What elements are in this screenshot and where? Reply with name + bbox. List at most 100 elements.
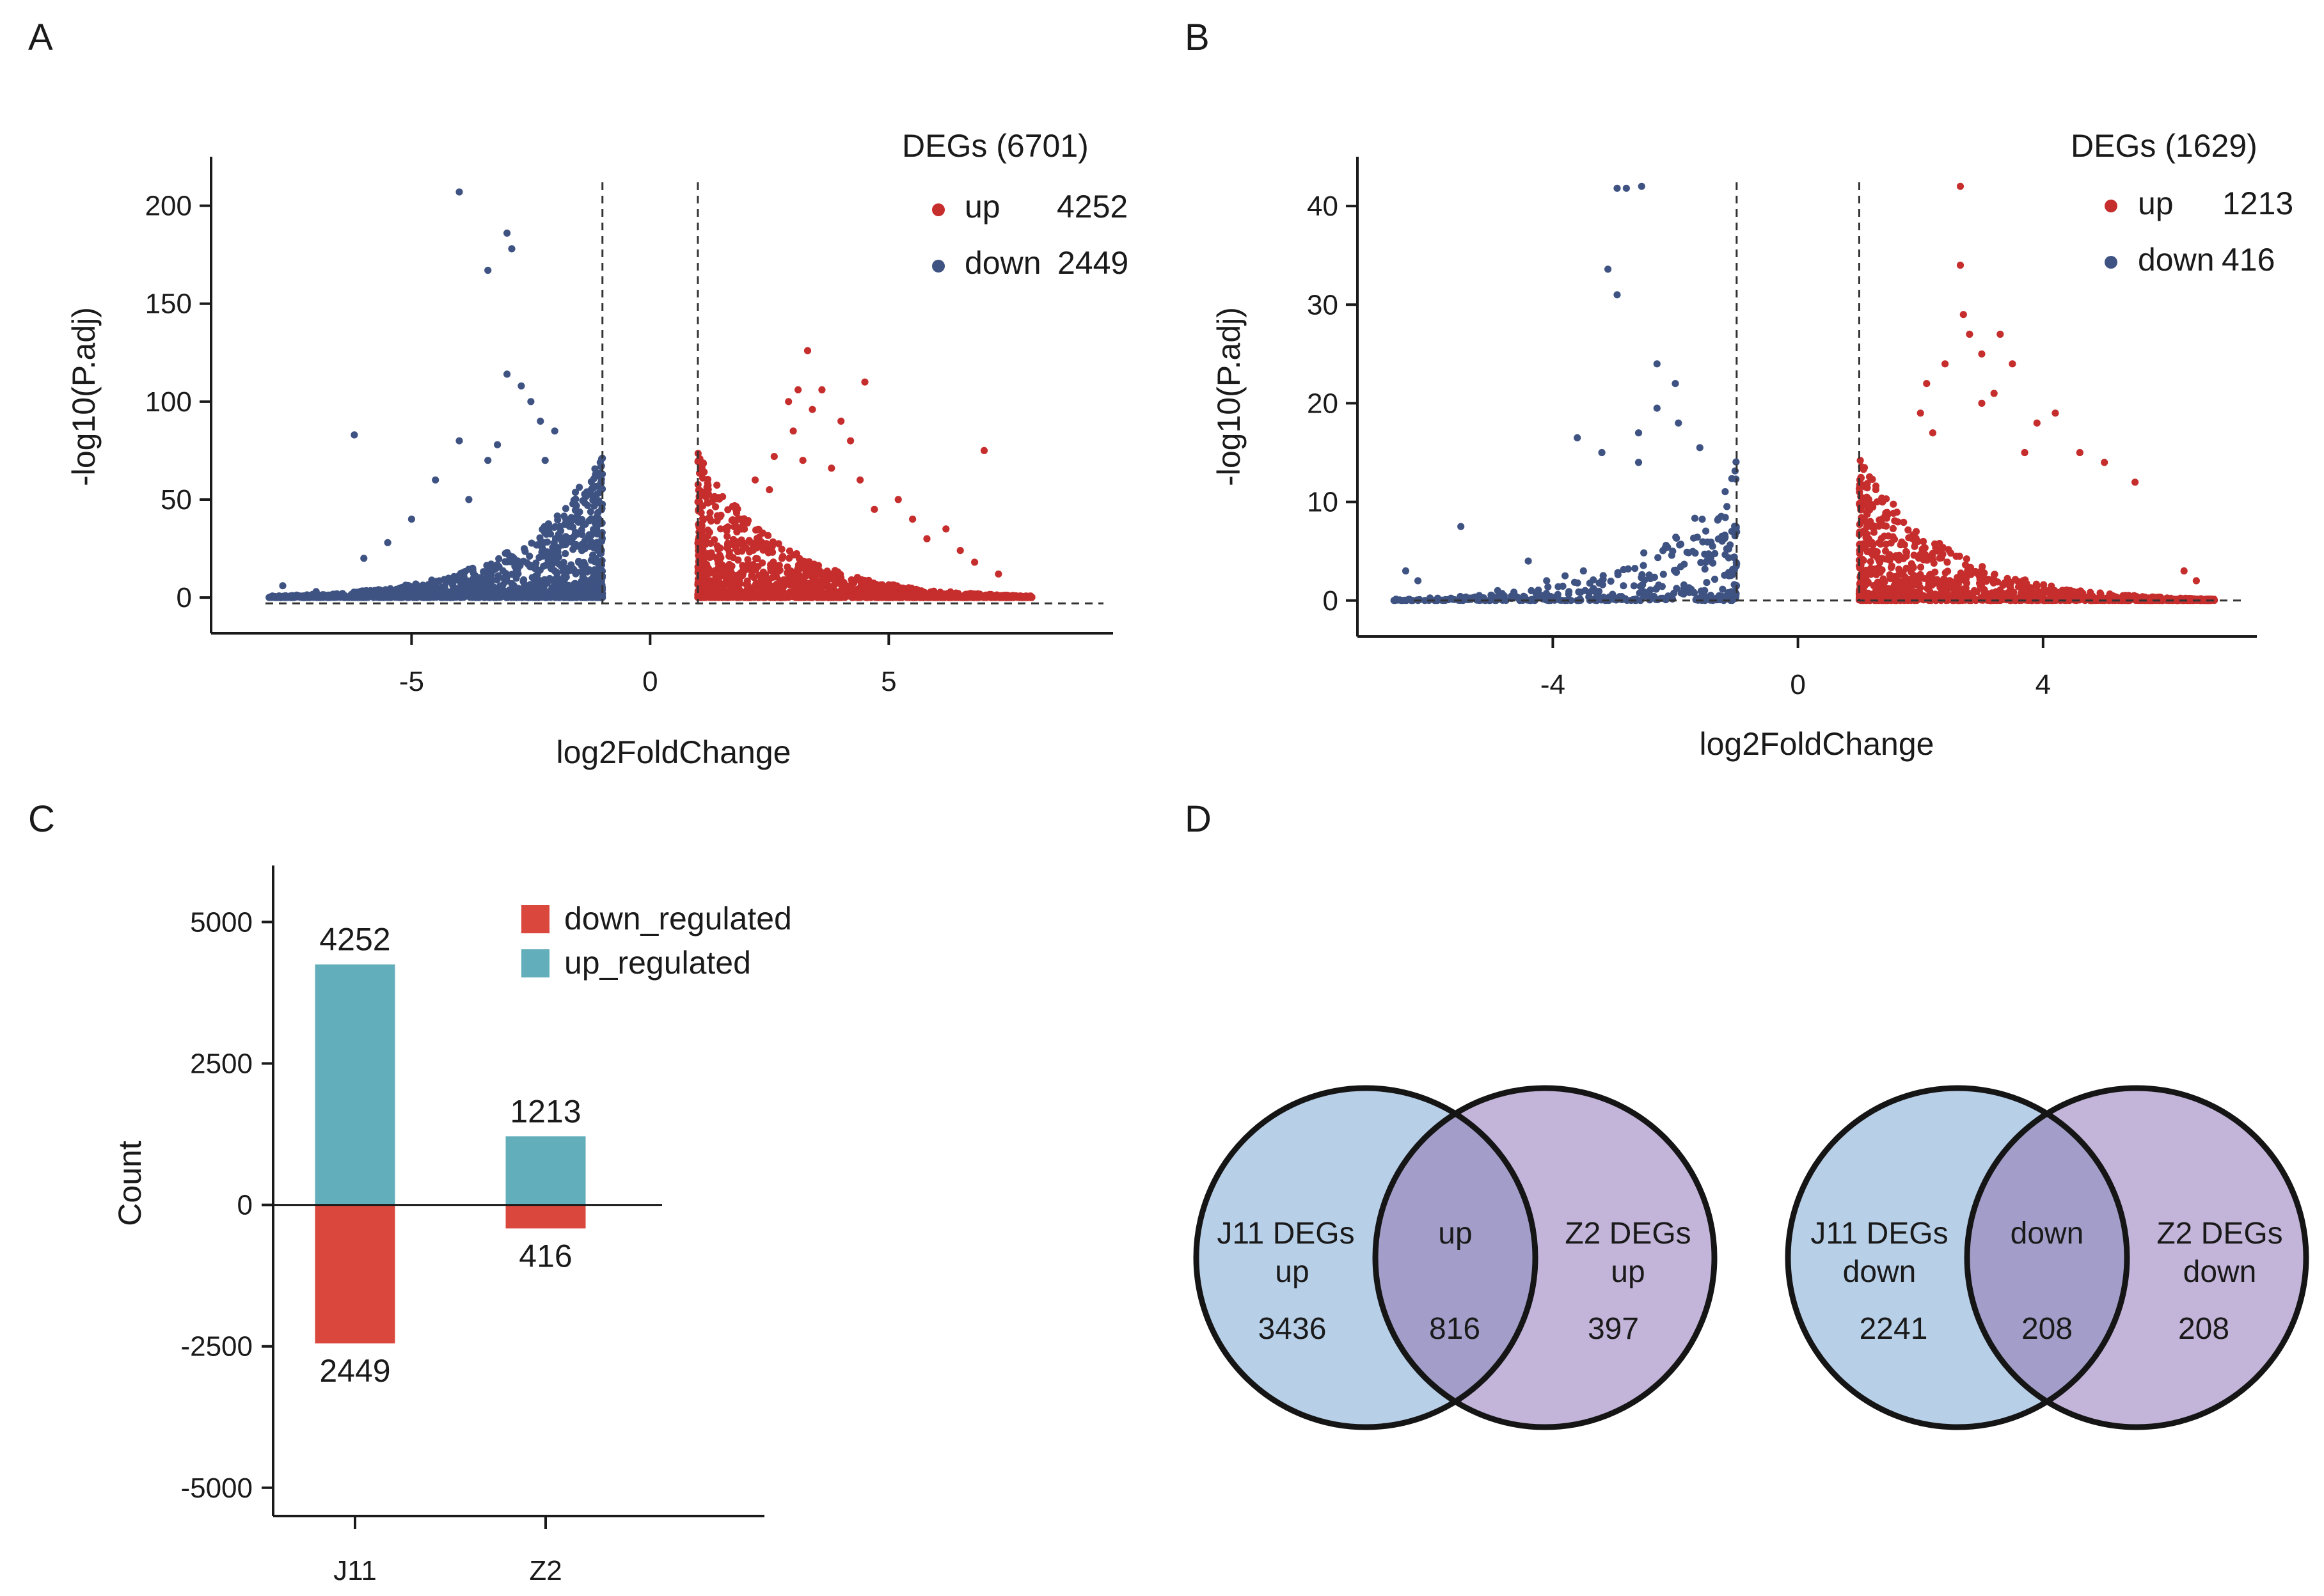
a-point-up — [837, 571, 844, 578]
a-point-down-outlier — [541, 457, 549, 464]
a-point-up — [764, 590, 771, 598]
a-point-up — [873, 594, 880, 601]
b-point-up — [1904, 526, 1912, 534]
a-point-up — [846, 586, 854, 594]
a-point-up — [704, 498, 711, 506]
a-point-up — [784, 563, 791, 571]
b-point-up — [1872, 482, 1880, 490]
a-point-up — [713, 495, 721, 503]
b-point-up — [2011, 576, 2020, 583]
bar-up-regulated-j11 — [315, 964, 395, 1205]
a-point-down — [571, 507, 580, 514]
b-point-up — [1994, 578, 2002, 586]
b-point-up — [1895, 571, 1902, 579]
b-point-down-outlier — [1561, 572, 1569, 580]
a-point-up — [752, 555, 760, 562]
a-point-down — [534, 571, 541, 578]
b-point-down — [1715, 592, 1723, 599]
b-point-up — [1959, 585, 1967, 593]
venn-up-left-label-2: up — [1275, 1255, 1309, 1289]
a-point-up — [901, 593, 909, 601]
bar-c-legend-down-swatch — [521, 905, 549, 933]
a-point-down — [565, 538, 573, 546]
b-point-down — [1701, 550, 1709, 558]
a-y-tick-label: 150 — [145, 288, 192, 320]
a-point-up — [698, 462, 706, 470]
a-point-down-outlier — [503, 370, 511, 378]
a-point-down — [588, 531, 596, 539]
volcano-a-legend-down-swatch — [932, 260, 945, 273]
a-point-down-outlier — [384, 539, 391, 546]
a-point-up — [766, 581, 773, 589]
b-point-up — [1979, 573, 1987, 580]
b-y-tick-label: 20 — [1307, 388, 1338, 419]
a-point-down-outlier — [279, 582, 287, 590]
b-point-up — [1914, 538, 1922, 546]
b-point-down — [1686, 589, 1693, 596]
b-point-up — [1883, 596, 1890, 603]
a-point-up — [720, 585, 727, 593]
b-point-up — [1899, 554, 1906, 562]
a-point-down-outlier — [484, 267, 492, 274]
a-point-down — [495, 555, 503, 563]
venn-up-overlap — [1375, 1088, 1535, 1427]
a-point-down — [512, 574, 520, 582]
a-point-down — [276, 594, 284, 601]
a-point-down — [509, 583, 518, 591]
a-point-up — [697, 553, 705, 560]
a-point-down-outlier — [455, 437, 463, 445]
b-point-down — [1544, 583, 1552, 591]
b-point-up-outlier — [1956, 182, 1964, 190]
bar-label-up-j11: 4252 — [319, 922, 390, 958]
a-point-down — [571, 580, 579, 587]
b-point-down — [1631, 565, 1639, 573]
b-point-up — [1939, 544, 1947, 551]
venn-up-overlap-label: up — [1438, 1217, 1472, 1251]
b-point-up — [2014, 583, 2023, 591]
venn-up: J11 DEGs up up Z2 DEGs up 3436 816 397 — [1193, 1085, 1718, 1430]
a-point-up — [695, 587, 703, 594]
a-point-down-outlier — [503, 229, 511, 237]
volcano-b-x-label: log2FoldChange — [1700, 726, 1934, 762]
a-point-up — [704, 567, 711, 575]
b-point-up — [1881, 532, 1888, 540]
b-point-up-outlier — [1990, 390, 1998, 397]
bar-c-legend-down-label: down_regulated — [564, 901, 792, 936]
b-point-down — [1659, 571, 1667, 578]
a-point-up — [854, 588, 862, 596]
b-point-down-outlier — [1675, 419, 1682, 427]
a-point-up — [827, 575, 835, 583]
b-point-up — [1886, 551, 1893, 558]
a-point-down — [555, 532, 563, 539]
a-point-down — [376, 586, 384, 594]
b-point-up — [1867, 558, 1874, 565]
b-point-up — [1943, 581, 1951, 589]
a-point-up — [715, 575, 723, 583]
a-point-down — [505, 551, 513, 560]
volcano-b-legend-up-label: up — [2138, 186, 2174, 221]
a-point-down — [587, 486, 595, 494]
a-point-up — [702, 594, 709, 601]
venn-up-right-outline — [1372, 1085, 1718, 1430]
b-point-up — [2064, 587, 2072, 594]
b-point-up — [2130, 592, 2138, 599]
a-point-up — [699, 558, 706, 566]
a-point-down — [540, 580, 548, 588]
b-point-down — [1526, 596, 1534, 604]
volcano-a-y-label: -log10(P.adj) — [66, 307, 102, 486]
b-point-up — [1875, 556, 1883, 564]
a-point-down — [587, 508, 595, 516]
a-y-tick-label: 50 — [161, 484, 192, 516]
a-point-up — [775, 540, 782, 548]
b-point-down — [1691, 549, 1699, 557]
a-point-up — [700, 488, 708, 496]
a-point-up — [853, 576, 860, 584]
b-point-up — [1961, 561, 1970, 569]
bar-down-regulated-j11 — [315, 1205, 395, 1344]
a-point-down — [516, 562, 524, 569]
b-point-down — [1636, 583, 1644, 590]
a-point-down — [271, 594, 279, 601]
b-point-up — [1910, 581, 1918, 589]
a-point-down — [581, 545, 589, 553]
